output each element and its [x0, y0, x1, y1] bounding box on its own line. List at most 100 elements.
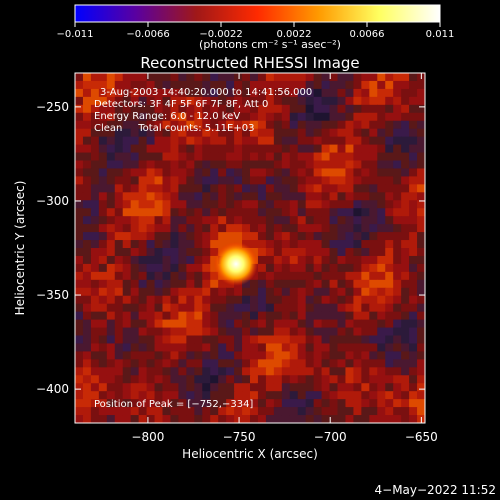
heat-cell: [289, 240, 299, 249]
heat-cell: [138, 128, 148, 138]
heat-cell: [265, 351, 275, 360]
heat-cell: [313, 240, 323, 249]
heat-cell: [75, 168, 84, 177]
heat-cell: [417, 343, 425, 352]
heat-cell: [313, 208, 323, 217]
heat-cell: [138, 327, 148, 336]
heat-cell: [337, 407, 346, 416]
heat-cell: [401, 319, 410, 329]
heat-cell: [337, 120, 346, 130]
heat-cell: [265, 160, 275, 169]
heat-cell: [210, 160, 219, 169]
heat-cell: [122, 152, 132, 161]
heat-cell: [170, 279, 179, 289]
heat-cell: [130, 415, 140, 423]
heat-cell: [401, 152, 410, 161]
heat-cell: [401, 208, 410, 217]
heat-cell: [409, 248, 418, 257]
heat-cell: [281, 136, 291, 146]
heat-cell: [305, 248, 315, 257]
heat-cell: [345, 168, 354, 177]
heat-cell: [170, 335, 179, 344]
heat-cell: [82, 407, 92, 416]
heat-cell: [250, 200, 259, 209]
heat-cell: [393, 415, 402, 423]
heat-cell: [106, 279, 116, 289]
heat-cell: [401, 88, 410, 98]
heat-cell: [257, 96, 267, 106]
heat-cell: [361, 96, 370, 106]
heat-cell: [90, 407, 100, 416]
heat-cell: [146, 136, 156, 146]
heat-cell: [329, 319, 338, 329]
heat-cell: [130, 144, 140, 154]
heat-cell: [114, 391, 124, 400]
heat-cell: [353, 168, 362, 177]
heat-cell: [377, 136, 386, 146]
heat-cell: [194, 271, 203, 281]
heat-cell: [289, 104, 299, 114]
heat-cell: [401, 295, 410, 305]
heat-cell: [385, 128, 394, 138]
heat-cell: [114, 295, 124, 305]
heat-cell: [226, 216, 235, 225]
heat-cell: [90, 255, 100, 265]
heat-cell: [90, 248, 100, 257]
heat-cell: [226, 88, 235, 98]
heat-cell: [353, 255, 362, 265]
heat-cell: [273, 271, 283, 281]
heat-cell: [210, 335, 219, 344]
heat-cell: [361, 152, 370, 161]
heat-cell: [234, 415, 243, 423]
heat-cell: [313, 311, 323, 321]
heat-cell: [82, 367, 92, 376]
heat-cell: [170, 104, 179, 114]
heat-cell: [417, 224, 425, 233]
heat-cell: [154, 351, 163, 360]
heat-cell: [82, 279, 92, 289]
heat-cell: [417, 391, 425, 400]
heat-cell: [226, 319, 235, 329]
heat-cell: [353, 287, 362, 297]
heat-cell: [130, 160, 140, 169]
heat-cell: [82, 192, 92, 201]
heat-cell: [202, 391, 211, 400]
heat-cell: [162, 73, 171, 82]
heat-cell: [114, 136, 124, 146]
heat-cell: [226, 311, 235, 321]
heat-cell: [401, 240, 410, 249]
heat-cell: [313, 96, 323, 106]
heat-cell: [130, 375, 140, 384]
heat-cell: [122, 263, 132, 273]
heat-cell: [377, 415, 386, 423]
heat-cell: [178, 160, 187, 169]
heat-cell: [353, 120, 362, 130]
heat-cell: [313, 128, 323, 138]
heat-cell: [297, 303, 307, 313]
heat-cell: [186, 152, 195, 161]
heat-cell: [75, 184, 84, 193]
heat-cell: [409, 391, 418, 400]
heat-cell: [409, 152, 418, 161]
heat-cell: [98, 128, 108, 138]
heat-cell: [90, 399, 100, 408]
heat-cell: [385, 255, 394, 265]
heat-cell: [329, 184, 338, 193]
heat-cell: [305, 216, 315, 225]
heat-cell: [114, 112, 124, 122]
heat-cell: [409, 104, 418, 114]
heat-cell: [82, 375, 92, 384]
heat-cell: [257, 391, 267, 400]
heat-cell: [369, 73, 378, 82]
heat-cell: [82, 327, 92, 336]
heat-cell: [122, 391, 132, 400]
heat-cell: [257, 120, 267, 130]
heat-cell: [114, 255, 124, 265]
heat-cell: [273, 359, 283, 368]
heat-cell: [186, 104, 195, 114]
heat-cell: [178, 88, 187, 98]
heat-cell: [218, 168, 227, 177]
heat-cell: [337, 112, 346, 122]
heat-cell: [281, 303, 291, 313]
heat-cell: [90, 359, 100, 368]
